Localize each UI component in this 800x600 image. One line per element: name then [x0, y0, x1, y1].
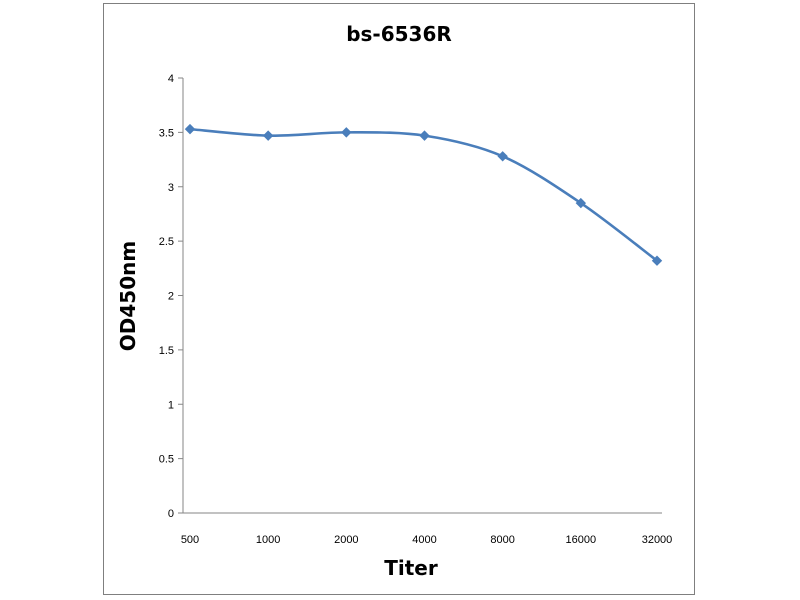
x-tick-label: 1000 [256, 534, 280, 546]
y-tick-label: 3 [168, 182, 174, 194]
chart-frame [103, 3, 695, 595]
series-line [189, 127, 658, 262]
y-tick-label: 4 [168, 73, 174, 85]
data-point-marker [262, 130, 274, 141]
x-tick-label: 32000 [642, 534, 673, 546]
y-tick-label: 0 [168, 508, 174, 520]
data-point-marker [575, 197, 587, 209]
x-tick-label: 16000 [566, 534, 597, 546]
y-tick-label: 3.5 [159, 127, 174, 139]
y-tick-label: 1.5 [159, 345, 174, 357]
y-tick-label: 2 [168, 291, 174, 303]
x-tick-label: 500 [181, 534, 199, 546]
data-point-marker [184, 123, 196, 135]
y-tick-label: 1 [168, 399, 174, 411]
data-point-marker [341, 127, 352, 138]
y-axis-label: OD450nm [116, 241, 140, 351]
data-point-marker [651, 255, 663, 266]
y-tick-label: 0.5 [159, 454, 174, 466]
y-tick-label: 2.5 [159, 236, 174, 248]
data-point-marker [419, 130, 430, 141]
x-tick-label: 8000 [490, 534, 514, 546]
x-tick-label: 2000 [334, 534, 358, 546]
x-axis-label: Titer [384, 556, 438, 580]
x-tick-label: 4000 [412, 534, 436, 546]
plot-area: 0 0.5 1 1.5 2 2.5 3 3.5 4 500 1000 2000 4000 8000 1600… [159, 73, 673, 546]
data-point-marker [497, 151, 508, 162]
chart-title: bs-6536R [346, 22, 452, 46]
